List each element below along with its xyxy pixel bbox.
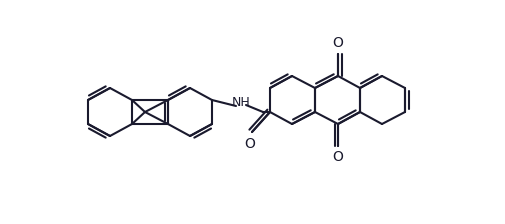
Text: O: O [244,137,256,151]
Text: O: O [333,150,343,164]
Text: NH: NH [232,95,251,108]
Text: O: O [333,36,343,50]
